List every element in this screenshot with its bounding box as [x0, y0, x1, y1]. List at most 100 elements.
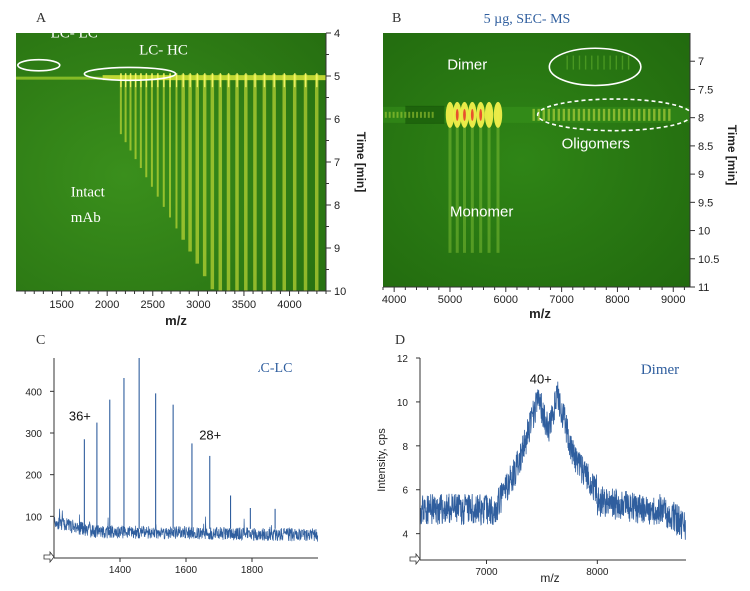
charge-streak-core	[163, 73, 165, 88]
leading-streak	[408, 111, 411, 118]
annotation-label: LC- HC	[139, 43, 188, 59]
annotation-label: LC- LC	[51, 25, 98, 41]
charge-streak	[129, 74, 132, 151]
oligomer-streak	[542, 108, 545, 121]
oligomer-streak	[653, 108, 656, 121]
y-tick-label: 6	[334, 114, 340, 126]
heatmap-b-background	[383, 33, 690, 287]
y-tick-label: 10	[397, 398, 409, 409]
leading-streak	[396, 111, 399, 118]
x-tick-label: 7000	[549, 294, 573, 306]
y-tick-label: 10.5	[698, 254, 719, 266]
x-tick-label: 1800	[241, 565, 264, 576]
oligomer-streak	[602, 108, 606, 121]
oligomer-streak	[532, 108, 535, 121]
dimer-streak	[584, 55, 587, 70]
charge-streak	[272, 74, 276, 291]
charge-streak-core	[182, 73, 184, 88]
y-tick-label: 12	[397, 354, 409, 365]
x-tick-label: 1500	[49, 299, 73, 311]
monomer-tail	[462, 102, 466, 253]
charge-streak-core	[273, 73, 275, 88]
charge-streak-core	[227, 73, 230, 88]
y-tick-label: 8	[698, 113, 704, 125]
monomer-tail	[496, 102, 500, 253]
oligomer-streak	[658, 108, 661, 121]
oligomer-streak	[612, 108, 616, 121]
heatmap-b-ylabel: Time [min]	[725, 125, 739, 185]
charge-streak	[202, 74, 207, 277]
charge-streak	[195, 74, 199, 264]
spectrum-c-annotations: 36+ 28+	[69, 409, 221, 443]
y-tick-label: 4	[402, 530, 408, 541]
spectrum-c-axes: 1400 1600 1800 100 200 300 400	[25, 358, 318, 576]
oligomer-streak	[587, 108, 591, 121]
annotation-label: Oligomers	[562, 136, 630, 153]
oligomer-streak	[552, 108, 556, 121]
dimer-streak	[597, 55, 599, 70]
charge-streak	[150, 74, 153, 187]
x-tick-label: 4000	[277, 299, 301, 311]
leading-streak	[400, 111, 403, 118]
oligomer-streak	[597, 108, 601, 121]
panel-b-title: 5 µg, SEC- MS	[484, 12, 571, 27]
charge-streak	[162, 74, 165, 207]
heatmap-b-annotations: Dimer Oligomers Monomer	[447, 47, 693, 220]
x-tick-label: 2500	[141, 299, 165, 311]
annotation-ellipse-1	[536, 98, 693, 132]
charge-streak-core	[245, 73, 247, 88]
charge-streak	[253, 74, 257, 291]
leading-streak	[427, 111, 430, 118]
annotation-ellipse-0	[548, 47, 642, 87]
panel-a-label: A	[36, 11, 47, 26]
monomer-tail	[448, 102, 452, 253]
panel-a: A LC- LC LC- HC Intact mAb 1500 2000 2500 3000…	[16, 11, 368, 328]
monomer-tail	[470, 102, 474, 253]
x-tick-label: 3000	[186, 299, 210, 311]
spectrum-trace	[420, 381, 686, 540]
y-tick-label: 10	[334, 286, 346, 298]
panel-b: B 5 µg, SEC- MS Dimer Oligomers Monomer 40…	[382, 11, 739, 321]
oligomer-streak	[537, 108, 540, 121]
oligomer-streak	[627, 108, 631, 121]
charge-streak	[169, 74, 172, 218]
heatmap-b-xlabel: m/z	[529, 306, 551, 321]
y-tick-label: 8.5	[698, 141, 713, 153]
annotation-ellipse-1	[83, 66, 177, 82]
panel-d-label: D	[395, 333, 405, 348]
annotation-label: mAb	[71, 210, 101, 226]
panel-c: C LC-LC 1400 1600 1800 100 200 300 400 36+ 28+	[25, 333, 318, 576]
charge-streak-core	[294, 73, 296, 88]
leading-streak	[404, 111, 407, 118]
leading-streak	[419, 111, 422, 118]
x-tick-label: 7000	[475, 567, 498, 578]
y-tick-label: 100	[25, 512, 42, 523]
charge-streak	[303, 74, 308, 291]
spectrum-c	[54, 358, 318, 542]
oligomer-streak	[582, 108, 586, 121]
axis-origin-arrow-icon	[43, 550, 55, 564]
leading-streak	[431, 111, 434, 118]
monomer-peak-core	[479, 108, 483, 121]
oligomer-streak	[622, 108, 626, 121]
charge-streak	[145, 74, 148, 178]
monomer-tail	[487, 102, 491, 253]
dimer-streak	[566, 55, 568, 70]
y-tick-label: 9	[698, 169, 704, 181]
charge-streak-core	[204, 73, 206, 88]
spectrum-d-ylabel: Intensity, cps	[376, 428, 388, 492]
leading-streak	[384, 111, 387, 118]
x-tick-label: 9000	[661, 294, 685, 306]
monomer-peak	[484, 101, 494, 128]
annotation-label: Dimer	[447, 57, 487, 74]
y-tick-label: 7	[698, 56, 704, 68]
leading-streak	[392, 111, 395, 118]
charge-streak	[181, 74, 185, 240]
spectrum-d	[420, 381, 686, 540]
axis-origin-arrow-icon	[409, 552, 421, 566]
heatmap-b-bands	[383, 55, 690, 253]
charge-streak	[119, 74, 122, 135]
x-tick-label: 2000	[95, 299, 119, 311]
charge-streak	[314, 74, 319, 291]
y-tick-label: 4	[334, 28, 340, 40]
